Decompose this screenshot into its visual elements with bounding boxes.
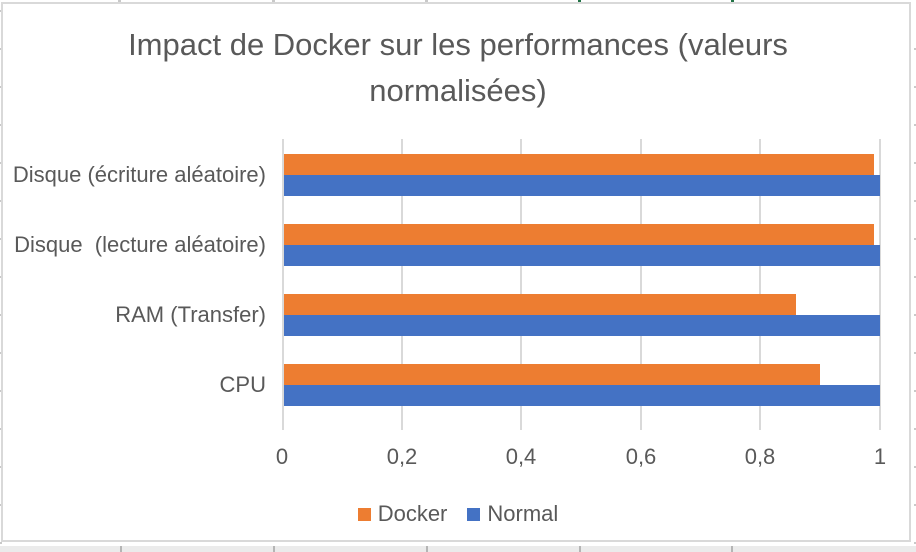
category-label: Disque (écriture aléatoire): [12, 162, 266, 187]
gridline: [401, 139, 403, 430]
docker-bar[interactable]: [284, 224, 874, 245]
category-label: RAM (Transfer): [115, 302, 266, 327]
docker-swatch-icon: [357, 507, 371, 521]
category-axis[interactable]: Disque (écriture aléatoire) Disque (lectu…: [0, 0, 266, 430]
spreadsheet-column-gridline-stub: [272, 0, 275, 2]
plot-area[interactable]: [282, 139, 881, 430]
normal-swatch-icon: [467, 507, 481, 521]
docker-bar[interactable]: [284, 364, 820, 385]
spreadsheet-green-mark: [731, 0, 734, 2]
gridline: [759, 139, 761, 430]
legend-item-docker[interactable]: Docker: [357, 501, 448, 527]
legend-label: Normal: [487, 501, 559, 526]
normal-bar[interactable]: [284, 175, 880, 196]
x-tick-label: 0: [275, 444, 289, 469]
x-tick-label: 0,4: [505, 444, 537, 469]
normal-bar[interactable]: [284, 385, 880, 406]
legend[interactable]: Docker Normal: [0, 500, 916, 528]
value-axis[interactable]: 0 0,2 0,4 0,6 0,8 1: [0, 442, 916, 472]
chart-title[interactable]: Impact de Docker sur les performances (v…: [128, 27, 788, 108]
spreadsheet-column-line: [273, 546, 275, 552]
spreadsheet-column-line: [120, 546, 122, 552]
normal-bar[interactable]: [284, 245, 880, 266]
gridline: [640, 139, 642, 430]
category-label: Disque (lecture aléatoire): [14, 232, 266, 257]
spreadsheet-column-gridline-stub: [118, 0, 121, 2]
legend-item-normal[interactable]: Normal: [467, 501, 558, 527]
gridline: [879, 139, 881, 430]
x-tick-label: 0,6: [625, 444, 657, 469]
spreadsheet-column-line: [731, 546, 733, 552]
spreadsheet-column-gridline-stub: [425, 0, 428, 2]
gridline: [520, 139, 522, 430]
docker-bar[interactable]: [284, 294, 796, 315]
spreadsheet-row-gridline-stubs-right: [914, 48, 916, 546]
spreadsheet-column-line: [426, 546, 428, 552]
normal-bar[interactable]: [284, 315, 880, 336]
x-tick-label: 0,8: [744, 444, 776, 469]
spreadsheet-green-mark: [578, 0, 581, 2]
x-tick-label: 0,2: [386, 444, 418, 469]
x-tick-label: 1: [873, 444, 887, 469]
value-axis-line: [282, 139, 284, 430]
docker-bar[interactable]: [284, 154, 874, 175]
legend-label: Docker: [377, 501, 448, 526]
category-label: CPU: [219, 372, 266, 397]
spreadsheet-column-line: [579, 546, 581, 552]
spreadsheet-strip-bottom: [0, 546, 916, 552]
